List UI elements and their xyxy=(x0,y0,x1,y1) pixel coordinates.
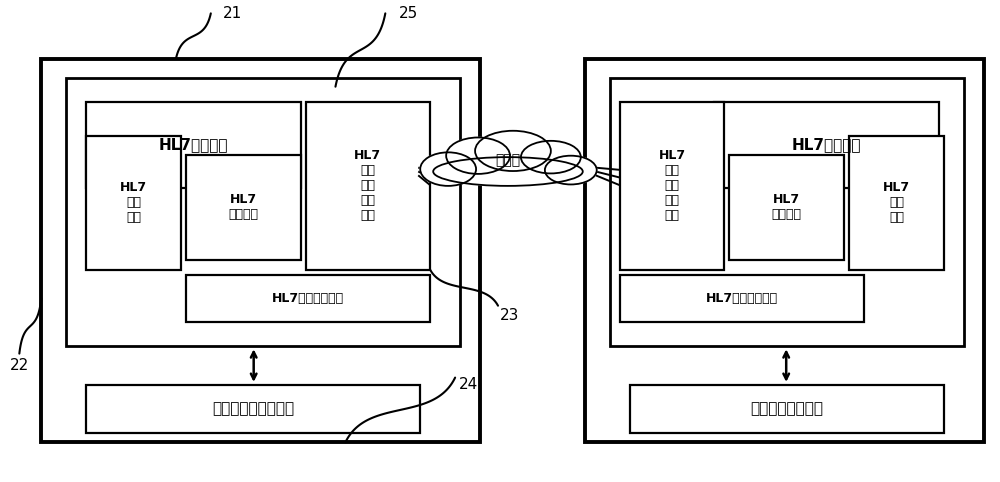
FancyBboxPatch shape xyxy=(86,135,181,270)
Text: HL7资源模块: HL7资源模块 xyxy=(159,138,228,153)
Text: 互联网: 互联网 xyxy=(495,153,521,167)
Text: HL7
转换模块: HL7 转换模块 xyxy=(772,193,802,221)
FancyBboxPatch shape xyxy=(610,78,964,347)
FancyBboxPatch shape xyxy=(729,155,844,260)
Text: HL7应用接口模块: HL7应用接口模块 xyxy=(272,292,344,305)
Text: 21: 21 xyxy=(223,6,242,21)
Text: 25: 25 xyxy=(399,6,418,21)
Text: 24: 24 xyxy=(458,377,478,392)
FancyBboxPatch shape xyxy=(186,275,430,322)
FancyBboxPatch shape xyxy=(585,59,984,442)
FancyBboxPatch shape xyxy=(630,385,944,433)
Text: HL7
转换模块: HL7 转换模块 xyxy=(228,193,258,221)
FancyBboxPatch shape xyxy=(620,275,864,322)
Text: HL7资源模块: HL7资源模块 xyxy=(792,138,861,153)
FancyBboxPatch shape xyxy=(620,102,724,270)
Text: HL7应用接口模块: HL7应用接口模块 xyxy=(706,292,778,305)
Ellipse shape xyxy=(446,137,510,174)
FancyBboxPatch shape xyxy=(186,155,301,260)
Text: 23: 23 xyxy=(500,308,520,323)
Text: 22: 22 xyxy=(10,358,29,373)
FancyBboxPatch shape xyxy=(86,102,301,188)
Text: HL7
信息
发送
接收
模块: HL7 信息 发送 接收 模块 xyxy=(354,149,381,222)
Text: HL7
对照
模块: HL7 对照 模块 xyxy=(883,181,910,224)
FancyBboxPatch shape xyxy=(306,102,430,270)
FancyBboxPatch shape xyxy=(86,385,420,433)
FancyBboxPatch shape xyxy=(849,135,944,270)
FancyBboxPatch shape xyxy=(66,78,460,347)
Text: HL7
信息
发送
接收
模块: HL7 信息 发送 接收 模块 xyxy=(658,149,686,222)
Ellipse shape xyxy=(433,157,583,186)
Ellipse shape xyxy=(475,131,551,171)
Text: HL7
对照
模块: HL7 对照 模块 xyxy=(120,181,147,224)
Ellipse shape xyxy=(545,156,597,185)
Text: 病例信息共享平台: 病例信息共享平台 xyxy=(750,401,823,416)
FancyBboxPatch shape xyxy=(41,59,480,442)
FancyBboxPatch shape xyxy=(714,102,939,188)
Text: 各医院电子病历系统: 各医院电子病历系统 xyxy=(212,401,294,416)
Ellipse shape xyxy=(521,141,581,174)
Ellipse shape xyxy=(420,152,476,186)
